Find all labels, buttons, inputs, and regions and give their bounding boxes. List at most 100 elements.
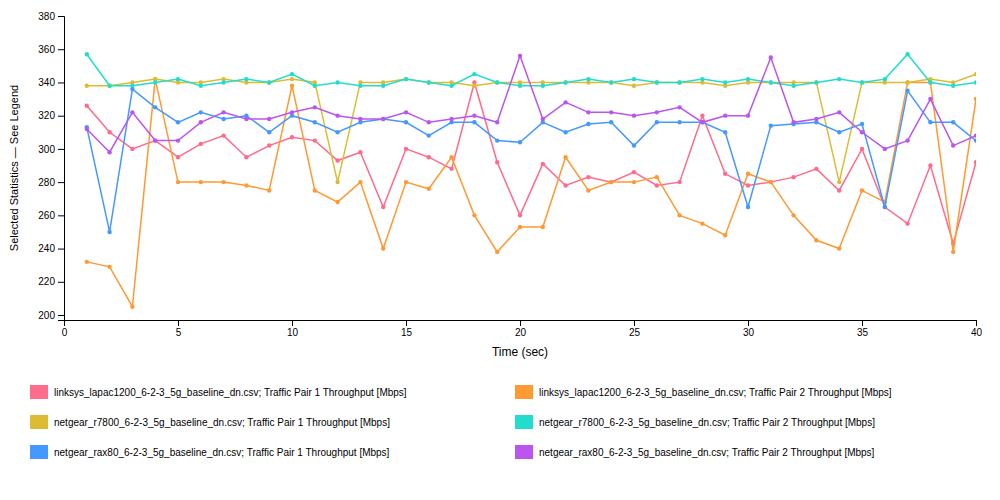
legend-item: linksys_lapac1200_6-2-3_5g_baseline_dn.c… <box>30 385 407 399</box>
series-point <box>655 175 659 179</box>
y-tick-label: 260 <box>38 210 55 221</box>
series-point <box>723 130 727 134</box>
series-point <box>335 200 339 204</box>
legend-swatch <box>30 445 48 459</box>
x-tick-label: 40 <box>971 327 983 338</box>
series-point <box>290 110 294 114</box>
series-point <box>974 97 976 101</box>
series-point <box>974 160 976 164</box>
legend-item: netgear_r7800_6-2-3_5g_baseline_dn.csv; … <box>515 415 875 429</box>
legend-swatch <box>515 445 533 459</box>
series-point <box>723 80 727 84</box>
series-point <box>837 180 841 184</box>
series-point <box>860 147 864 151</box>
series-point <box>449 117 453 121</box>
series-point <box>974 72 976 76</box>
series-point <box>130 87 134 91</box>
series-point <box>837 246 841 250</box>
y-tick-label: 280 <box>38 177 55 188</box>
series-point <box>427 155 431 159</box>
series-point <box>176 138 180 142</box>
series-point <box>449 155 453 159</box>
y-tick-label: 300 <box>38 144 55 155</box>
series-point <box>153 138 157 142</box>
series-point <box>814 238 818 242</box>
series-point <box>677 120 681 124</box>
series-point <box>221 180 225 184</box>
series-point <box>495 80 499 84</box>
x-tick: 10 <box>287 320 299 338</box>
series-point <box>928 163 932 167</box>
series-point <box>677 80 681 84</box>
series-point <box>837 110 841 114</box>
legend-label: netgear_r7800_6-2-3_5g_baseline_dn.csv; … <box>54 417 390 428</box>
series-point <box>335 113 339 117</box>
y-tick-mark <box>58 182 64 183</box>
x-tick-mark <box>862 320 863 326</box>
y-tick: 200 <box>38 310 64 321</box>
series-point <box>609 80 613 84</box>
series <box>85 72 976 184</box>
y-tick-mark <box>58 149 64 150</box>
series-point <box>153 105 157 109</box>
series-point <box>746 77 750 81</box>
series <box>85 54 976 155</box>
series-point <box>609 80 613 84</box>
series-point <box>107 150 111 154</box>
series-point <box>290 84 294 88</box>
x-tick-mark <box>178 320 179 326</box>
series-point <box>518 213 522 217</box>
series-point <box>837 188 841 192</box>
x-tick: 5 <box>176 320 182 338</box>
x-tick-label: 30 <box>743 327 755 338</box>
legend-item: netgear_rax80_6-2-3_5g_baseline_dn.csv; … <box>30 445 390 459</box>
series-point <box>563 80 567 84</box>
y-tick-label: 240 <box>38 243 55 254</box>
series-point <box>221 80 225 84</box>
y-tick-label: 320 <box>38 110 55 121</box>
series-point <box>883 205 887 209</box>
series-point <box>381 117 385 121</box>
series-point <box>928 97 932 101</box>
series-point <box>221 133 225 137</box>
y-tick-mark <box>58 116 64 117</box>
series-point <box>267 117 271 121</box>
series-point <box>905 138 909 142</box>
series-point <box>176 77 180 81</box>
series-point <box>837 130 841 134</box>
series-point <box>746 113 750 117</box>
series-point <box>335 180 339 184</box>
series-point <box>404 110 408 114</box>
series-point <box>632 170 636 174</box>
x-tick: 25 <box>629 320 641 338</box>
series-point <box>609 180 613 184</box>
series-line <box>87 89 976 232</box>
x-tick-label: 10 <box>287 327 299 338</box>
series-point <box>677 180 681 184</box>
series-point <box>655 120 659 124</box>
series-point <box>563 155 567 159</box>
x-axis-title: Time (sec) <box>492 345 548 359</box>
series-point <box>632 180 636 184</box>
series-point <box>632 113 636 117</box>
series-point <box>267 80 271 84</box>
chart: 0510152025303540200220240260280300320340… <box>0 0 1000 500</box>
series-point <box>495 80 499 84</box>
series-point <box>563 183 567 187</box>
series-point <box>541 225 545 229</box>
series-point <box>427 80 431 84</box>
series-point <box>472 120 476 124</box>
legend-swatch <box>30 415 48 429</box>
series-point <box>290 72 294 76</box>
series-point <box>905 89 909 93</box>
y-tick-mark <box>58 215 64 216</box>
series-point <box>358 84 362 88</box>
legend: linksys_lapac1200_6-2-3_5g_baseline_dn.c… <box>30 385 892 459</box>
x-tick-label: 35 <box>857 327 869 338</box>
y-tick-label: 360 <box>38 44 55 55</box>
x-tick-label: 15 <box>401 327 413 338</box>
series-point <box>541 84 545 88</box>
series <box>85 77 976 309</box>
series-group <box>85 52 976 309</box>
series-point <box>586 175 590 179</box>
